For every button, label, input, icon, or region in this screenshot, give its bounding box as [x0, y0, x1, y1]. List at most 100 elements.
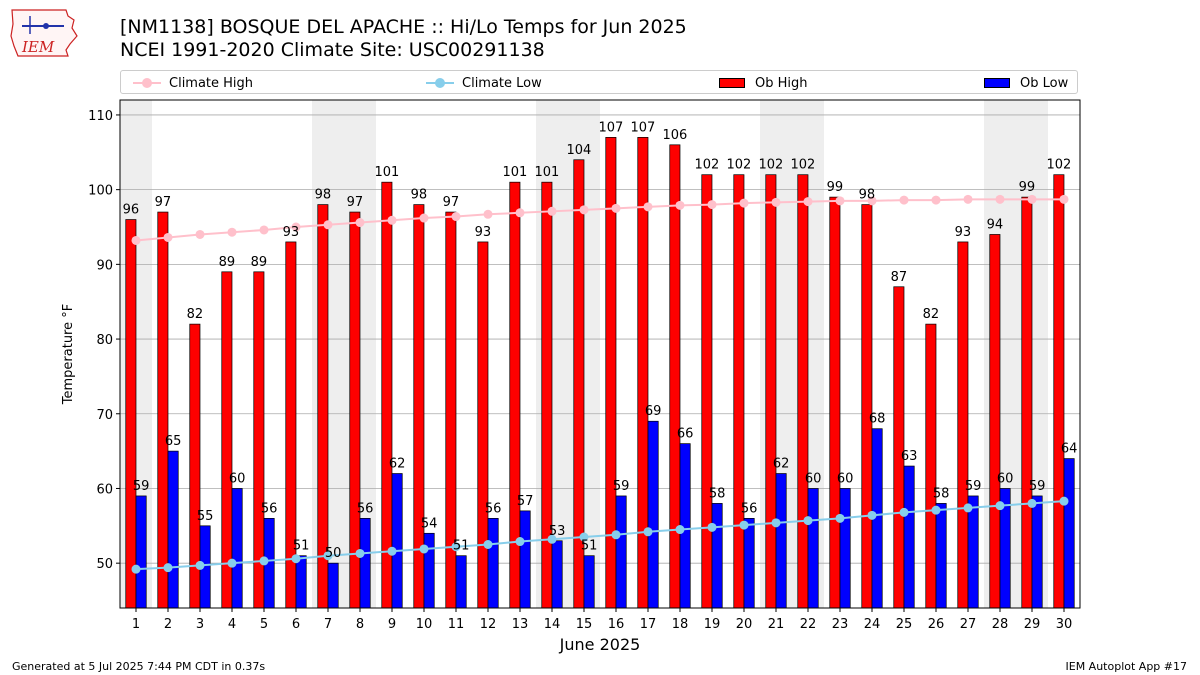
climate-high-point — [835, 196, 845, 206]
climate-low-point — [259, 556, 269, 566]
x-tick-label: 17 — [640, 617, 657, 632]
x-tick-label: 6 — [292, 617, 300, 632]
climate-low-point — [227, 558, 237, 568]
climate-low-point — [451, 542, 461, 552]
climate-high-point — [739, 198, 749, 208]
ob-high-data-label: 96 — [123, 203, 140, 218]
ob-high-bar — [925, 323, 937, 609]
climate-high-point — [515, 208, 525, 218]
legend-ob-high: Ob High — [719, 74, 808, 92]
plot-frame — [119, 99, 1081, 609]
ob-high-data-label: 98 — [411, 188, 428, 203]
x-tick-label: 19 — [704, 617, 721, 632]
ob-low-bar — [487, 518, 499, 609]
ob-high-bar — [669, 144, 681, 609]
climate-high-point — [323, 220, 333, 230]
x-tick-label: 22 — [800, 617, 817, 632]
ob-low-data-label: 68 — [869, 412, 886, 427]
climate-high-point — [419, 213, 429, 223]
ob-high-data-label: 97 — [155, 195, 172, 210]
x-tick-label: 23 — [832, 617, 849, 632]
y-tick-label: 50 — [96, 557, 113, 572]
ob-high-data-label: 82 — [923, 307, 940, 322]
ob-low-data-label: 56 — [357, 501, 374, 516]
ob-high-data-label: 104 — [566, 143, 591, 158]
ob-low-bar — [359, 518, 371, 609]
climate-high-point — [579, 205, 589, 215]
climate-high-point — [483, 209, 493, 219]
climate-high-point — [1059, 194, 1069, 204]
legend-climate-high-label: Climate High — [169, 75, 254, 91]
climate-low-point — [963, 503, 973, 513]
ob-low-data-label: 65 — [165, 434, 182, 449]
ob-high-bar — [957, 241, 969, 609]
ob-high-data-label: 82 — [187, 307, 204, 322]
x-tick-label: 25 — [896, 617, 913, 632]
ob-high-data-label: 102 — [1046, 158, 1071, 173]
chart-title: [NM1138] BOSQUE DEL APACHE :: Hi/Lo Temp… — [120, 16, 687, 38]
ob-high-bar — [381, 181, 393, 609]
ob-high-data-label: 101 — [502, 165, 527, 180]
ob-low-data-label: 50 — [325, 546, 342, 561]
climate-low-point — [707, 522, 717, 532]
chart-subtitle: NCEI 1991-2020 Climate Site: USC00291138 — [120, 39, 545, 61]
y-axis-title: Temperature °F — [61, 304, 76, 405]
climate-high-point — [771, 197, 781, 207]
ob-low-data-label: 66 — [677, 427, 694, 442]
climate-high-point — [931, 195, 941, 205]
ob-low-data-label: 55 — [197, 509, 214, 524]
ob-low-bar — [135, 495, 147, 609]
ob-low-bar — [167, 450, 179, 609]
ob-low-data-label: 60 — [229, 471, 246, 486]
ob-high-data-label: 101 — [534, 165, 559, 180]
legend-climate-high: Climate High — [133, 74, 253, 92]
y-tick-label: 100 — [88, 184, 113, 199]
climate-high-point — [963, 194, 973, 204]
ob-high-bar — [861, 204, 873, 609]
ob-high-data-label: 102 — [790, 158, 815, 173]
ob-high-bar — [829, 196, 841, 609]
climate-low-point — [739, 520, 749, 530]
ob-high-bar — [989, 234, 1001, 609]
climate-low-point — [803, 516, 813, 526]
climate-low-point — [611, 530, 621, 540]
climate-high-point — [675, 200, 685, 210]
ob-low-bar — [1031, 495, 1043, 609]
ob-low-data-label: 59 — [613, 479, 630, 494]
ob-low-data-label: 59 — [1029, 479, 1046, 494]
ob-high-bar — [797, 174, 809, 609]
ob-high-data-label: 97 — [443, 195, 460, 210]
climate-high-point — [547, 206, 557, 216]
legend-climate-low: Climate Low — [426, 74, 542, 92]
ob-high-bar — [1053, 174, 1065, 609]
ob-low-bar — [615, 495, 627, 609]
ob-high-data-label: 102 — [726, 158, 751, 173]
ob-high-data-label: 102 — [758, 158, 783, 173]
x-tick-label: 5 — [260, 617, 268, 632]
x-tick-label: 2 — [164, 617, 172, 632]
y-tick-label: 80 — [96, 333, 113, 348]
climate-high-point — [643, 202, 653, 212]
ob-low-data-label: 69 — [645, 404, 662, 419]
climate-low-point — [515, 537, 525, 547]
ob-high-bar — [125, 219, 137, 609]
climate-low-point — [1027, 498, 1037, 508]
ob-low-data-label: 56 — [741, 501, 758, 516]
climate-high-point — [707, 200, 717, 210]
ob-low-bar — [391, 473, 403, 609]
ob-low-bar — [839, 488, 851, 609]
ob-high-data-label: 97 — [347, 195, 364, 210]
climate-low-point — [899, 507, 909, 517]
ob-low-bar — [231, 488, 243, 609]
ob-high-bar — [701, 174, 713, 609]
climate-low-point — [1059, 496, 1069, 506]
ob-low-bar — [775, 473, 787, 609]
ob-low-data-label: 51 — [453, 539, 470, 554]
x-tick-label: 7 — [324, 617, 332, 632]
ob-low-bar — [423, 532, 435, 609]
x-tick-label: 8 — [356, 617, 364, 632]
ob-low-data-label: 56 — [261, 501, 278, 516]
climate-low-point — [835, 513, 845, 523]
ob-high-data-label: 98 — [859, 188, 876, 203]
logo-text: IEM — [21, 38, 55, 56]
